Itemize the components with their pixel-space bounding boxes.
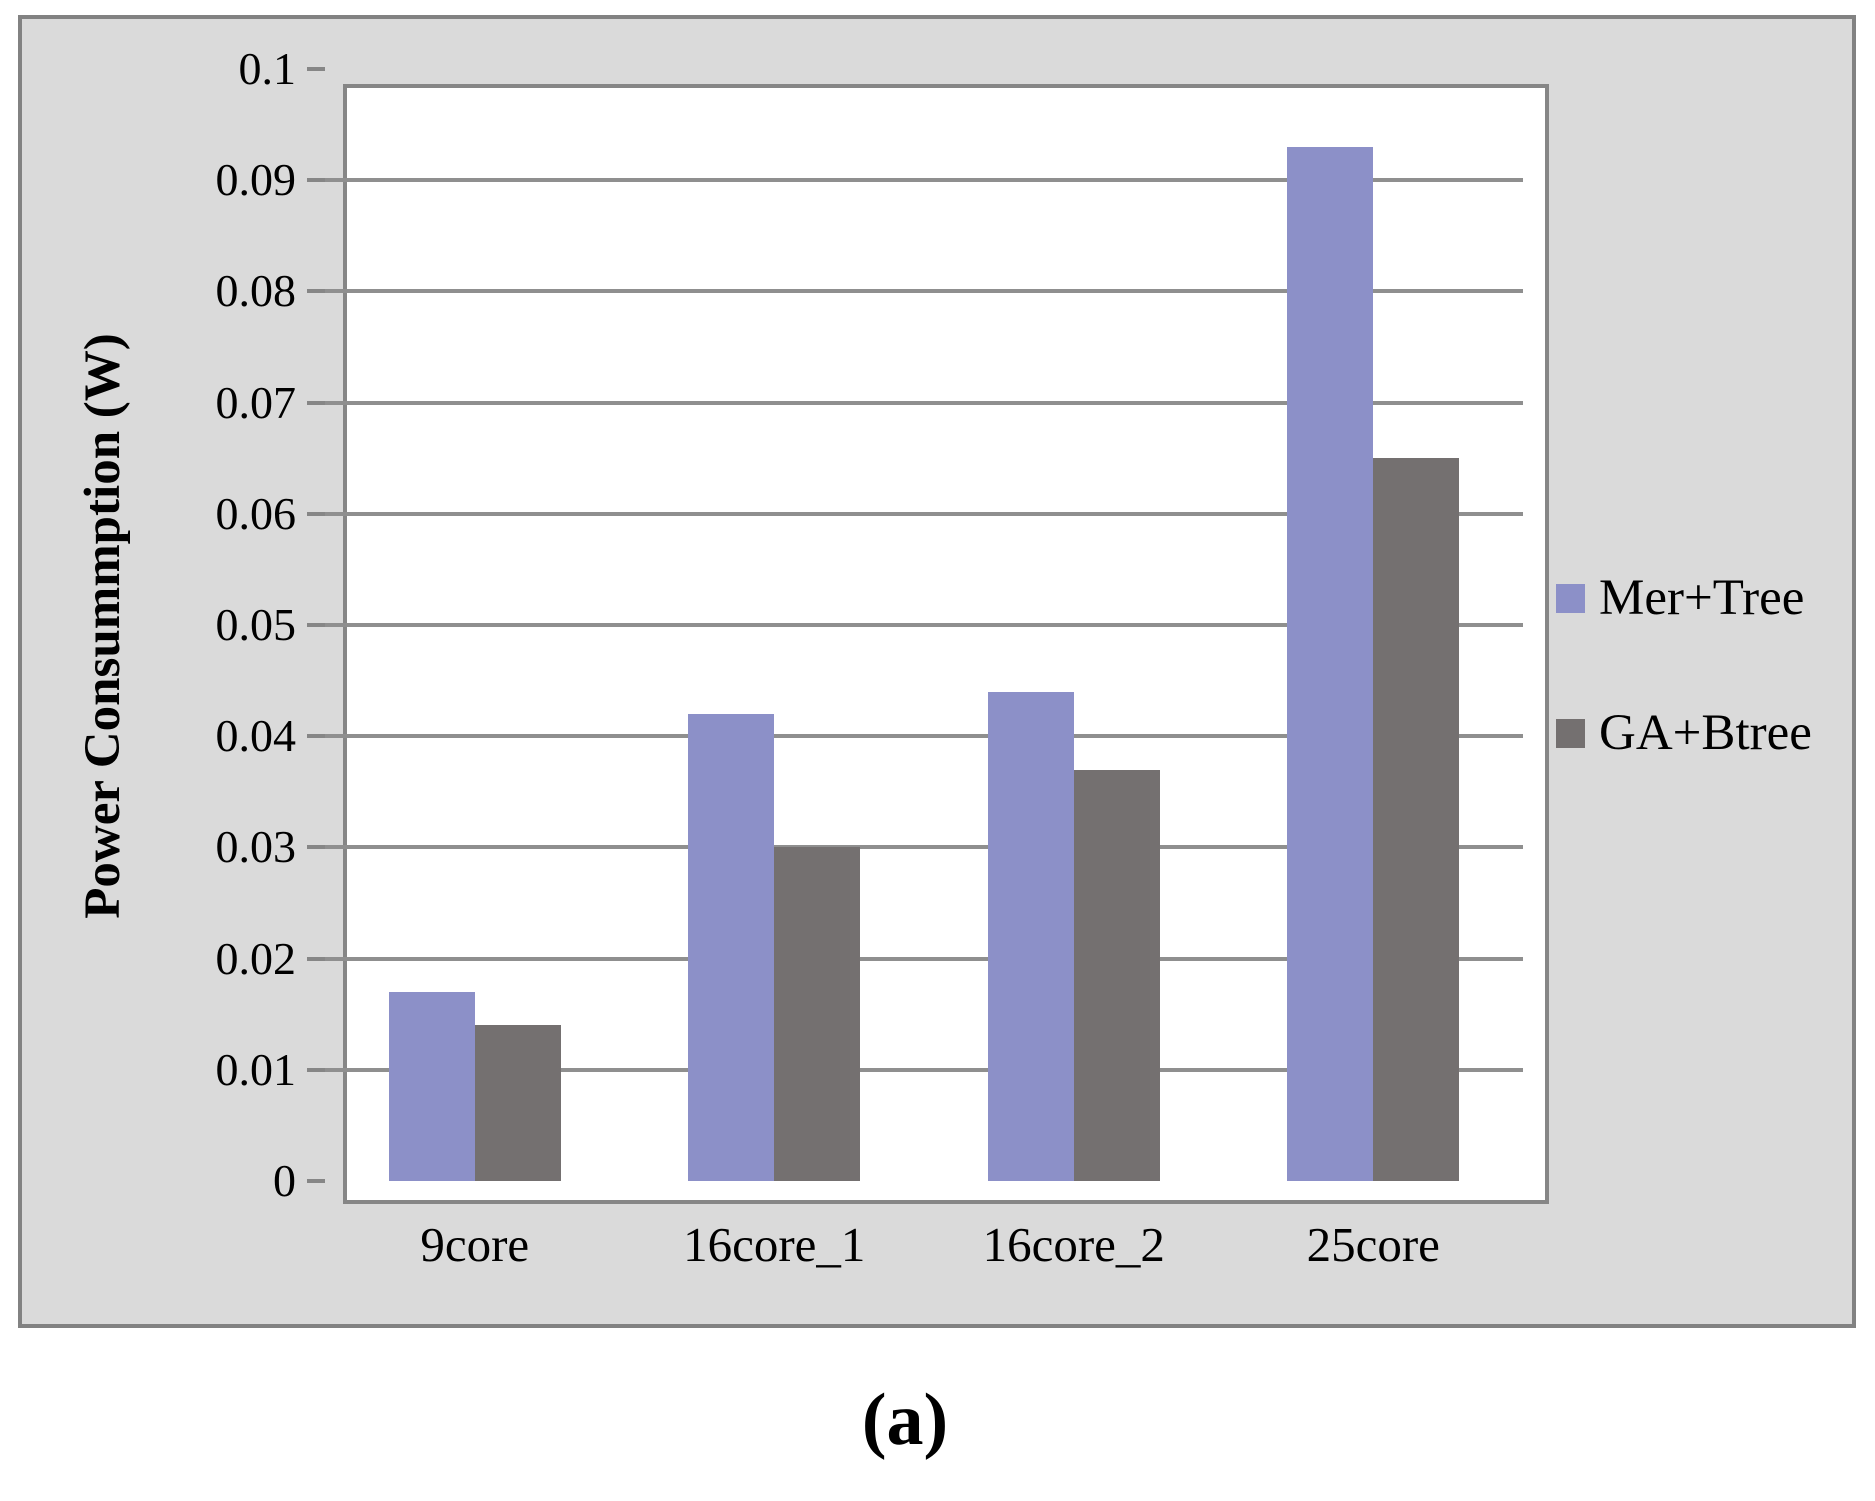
mer-tree-swatch-icon bbox=[1556, 583, 1585, 613]
bar-GA+Btree-9core bbox=[474, 1025, 561, 1181]
x-tick-label-25core: 25core bbox=[1306, 1217, 1440, 1272]
x-tick-label-16core_1: 16core_1 bbox=[683, 1217, 866, 1272]
gridline-0.05 bbox=[325, 623, 1523, 627]
y-tick-mark-0.09 bbox=[307, 178, 325, 183]
legend-label-ga-btree: GA+Btree bbox=[1599, 705, 1812, 761]
y-tick-mark-0 bbox=[307, 1179, 325, 1183]
y-tick-mark-0.1 bbox=[307, 67, 325, 71]
y-tick-label-0.06: 0.06 bbox=[215, 487, 297, 539]
bar-Mer+Tree-9core bbox=[388, 991, 475, 1181]
y-tick-mark-0.05 bbox=[307, 623, 325, 627]
gridline-0.07 bbox=[325, 400, 1523, 405]
y-tick-label-0.09: 0.09 bbox=[215, 154, 297, 206]
y-tick-label-0.1: 0.1 bbox=[238, 43, 297, 94]
y-tick-label-0.05: 0.05 bbox=[215, 599, 297, 650]
gridline-0.08 bbox=[325, 289, 1523, 294]
legend-item-mer-tree: Mer+Tree bbox=[1556, 570, 1804, 626]
bar-Mer+Tree-16core_2 bbox=[987, 691, 1074, 1181]
y-tick-mark-0.01 bbox=[307, 1067, 325, 1072]
y-tick-label-0: 0 bbox=[273, 1155, 296, 1206]
y-tick-label-0.07: 0.07 bbox=[215, 376, 297, 428]
y-tick-mark-0.07 bbox=[307, 400, 325, 405]
bar-Mer+Tree-25core bbox=[1287, 146, 1374, 1181]
figure-caption: (a) bbox=[861, 1379, 949, 1461]
gridline-0.01 bbox=[325, 1067, 1523, 1072]
gridline-0.06 bbox=[325, 511, 1523, 516]
gridline-0.09 bbox=[325, 178, 1523, 183]
y-tick-mark-0.02 bbox=[307, 956, 325, 961]
y-tick-label-0.02: 0.02 bbox=[215, 932, 297, 984]
y-tick-mark-0.06 bbox=[307, 511, 325, 516]
y-tick-mark-0.04 bbox=[307, 734, 325, 739]
gridline-0.03 bbox=[325, 845, 1523, 850]
legend-item-ga-btree: GA+Btree bbox=[1556, 705, 1812, 761]
gridline-0.02 bbox=[325, 956, 1523, 961]
x-tick-label-9core: 9core bbox=[420, 1217, 530, 1272]
bar-Mer+Tree-16core_1 bbox=[688, 713, 775, 1181]
gridline-0.04 bbox=[325, 734, 1523, 739]
ga-btree-swatch-icon bbox=[1556, 718, 1585, 748]
y-tick-label-0.08: 0.08 bbox=[215, 265, 297, 317]
y-tick-mark-0.08 bbox=[307, 289, 325, 294]
chart-panel bbox=[18, 15, 1856, 1328]
bar-GA+Btree-16core_1 bbox=[774, 847, 861, 1181]
bar-GA+Btree-16core_2 bbox=[1073, 769, 1160, 1181]
y-tick-label-0.01: 0.01 bbox=[215, 1043, 297, 1095]
y-tick-label-0.04: 0.04 bbox=[215, 710, 297, 762]
legend-label-mer-tree: Mer+Tree bbox=[1599, 570, 1805, 626]
x-tick-label-16core_2: 16core_2 bbox=[982, 1217, 1165, 1272]
bar-GA+Btree-25core bbox=[1373, 458, 1460, 1181]
y-tick-label-0.03: 0.03 bbox=[215, 821, 297, 873]
y-tick-mark-0.03 bbox=[307, 845, 325, 850]
